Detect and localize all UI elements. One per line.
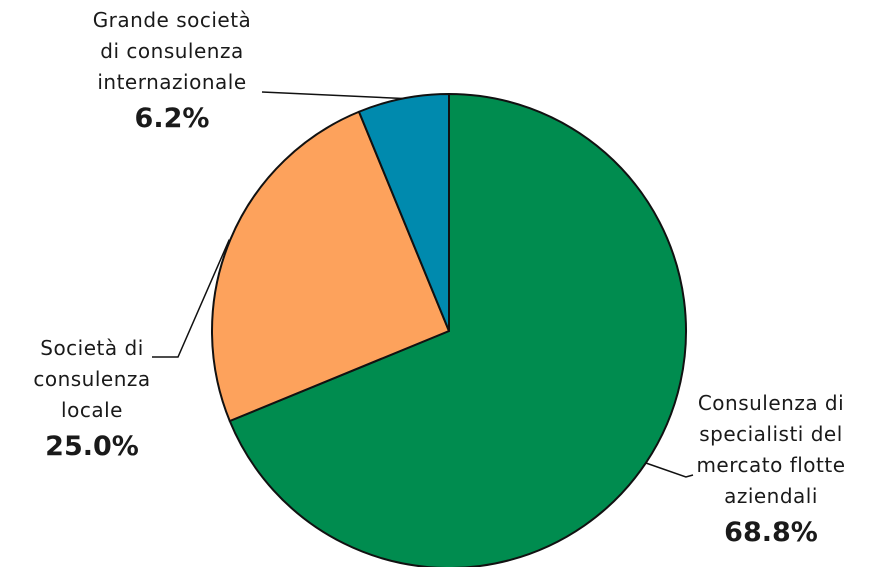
slice-label-line: di consulenza xyxy=(100,39,243,63)
slice-label-line: consulenza xyxy=(33,367,150,391)
slice-label-line: mercato flotte xyxy=(696,453,845,477)
slice-labels: Consulenza di specialisti del mercato flot… xyxy=(33,8,845,548)
leader-line xyxy=(261,91,404,100)
slice-label-line: aziendali xyxy=(724,484,818,508)
leader-lines xyxy=(152,91,694,478)
pie-slice xyxy=(228,93,688,567)
slice-label-line: specialisti del xyxy=(699,422,843,446)
slice-value-label: 25.0% xyxy=(45,431,139,462)
slice-label-line: Consulenza di xyxy=(698,391,844,415)
slice-label-line: internazionale xyxy=(97,70,246,94)
pie-slice xyxy=(357,93,450,332)
slice-label-line: locale xyxy=(61,398,123,422)
slice-label: Grande società di consulenza internazional… xyxy=(93,8,252,134)
slice-label: Società di consulenza locale 25.0% xyxy=(33,336,150,462)
pie-slices xyxy=(211,93,688,567)
slice-label: Consulenza di specialisti del mercato flot… xyxy=(696,391,845,548)
slice-label-line: Società di xyxy=(40,336,144,360)
slice-label-line: Grande società xyxy=(93,8,252,32)
leader-line xyxy=(645,462,694,478)
slice-value-label: 6.2% xyxy=(135,103,210,134)
leader-line xyxy=(152,239,230,358)
slice-value-label: 68.8% xyxy=(724,517,818,548)
